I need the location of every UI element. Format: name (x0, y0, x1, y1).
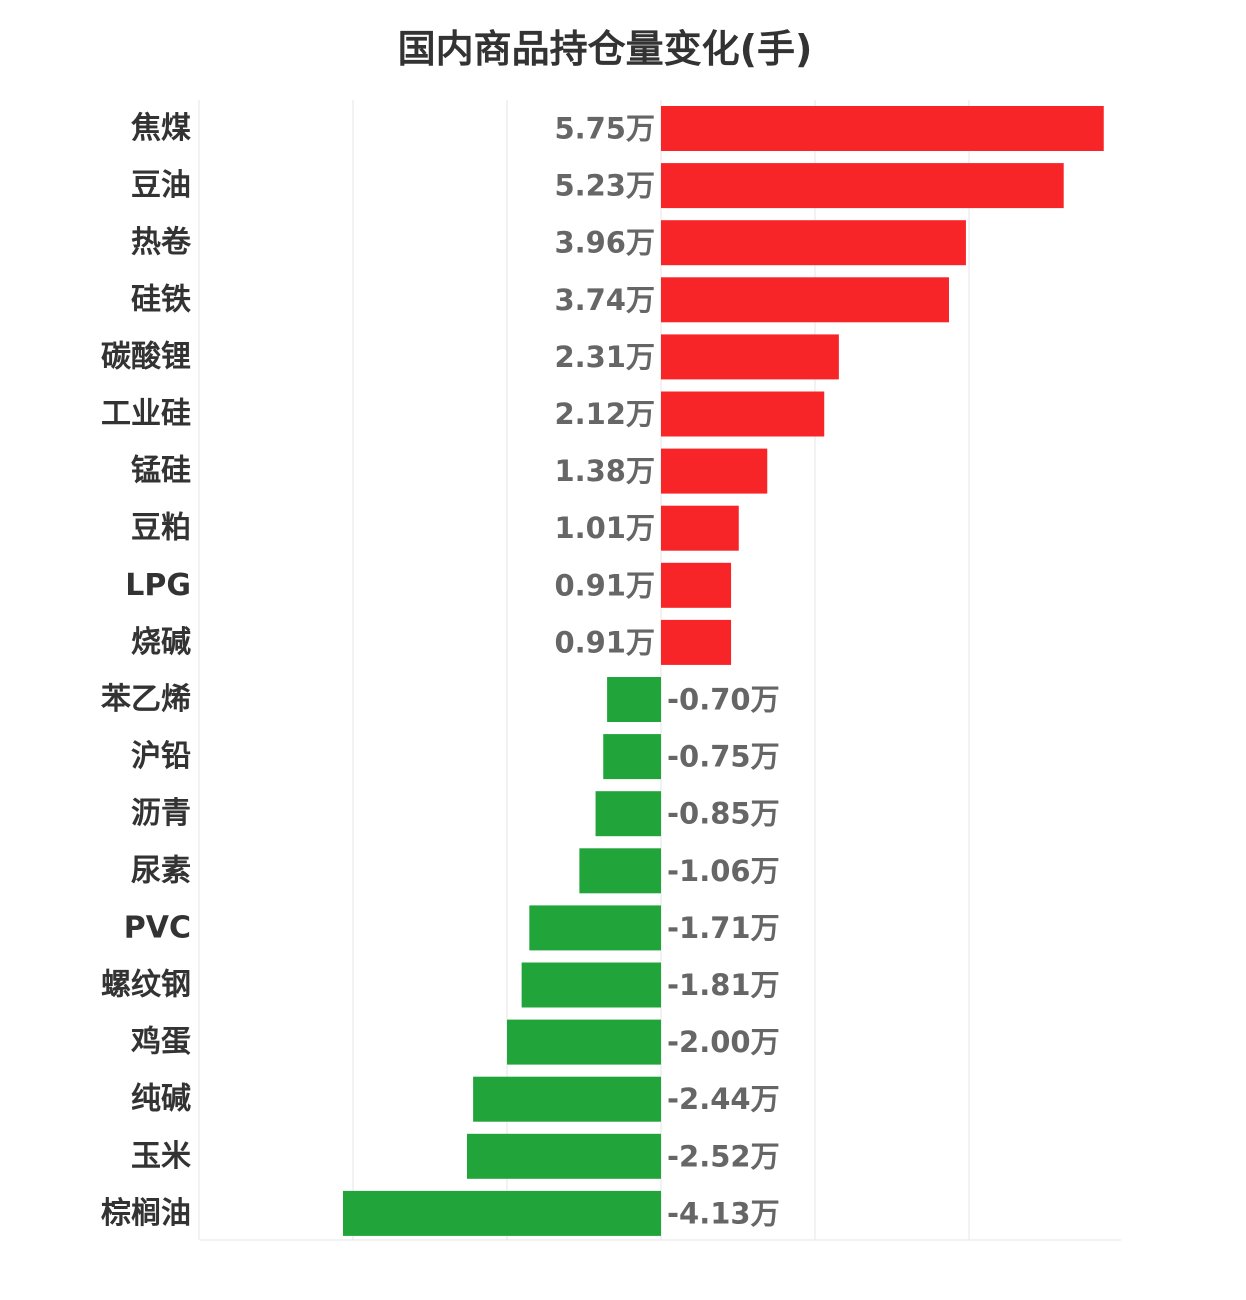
category-label: 豆粕 (131, 511, 191, 546)
value-label: 5.23万 (554, 169, 655, 203)
category-label: 棕榈油 (101, 1196, 191, 1231)
value-label: -1.06万 (667, 854, 780, 888)
bar (466, 1133, 661, 1179)
value-label: -0.70万 (667, 683, 780, 717)
grid-layer (198, 100, 1121, 1241)
bar (603, 734, 661, 780)
category-label: 沥青 (131, 796, 191, 831)
bar (661, 562, 732, 608)
value-label: 1.38万 (554, 454, 655, 488)
category-label: 苯乙烯 (101, 682, 191, 717)
value-label: -4.13万 (667, 1196, 780, 1230)
bar (579, 848, 661, 894)
bar (607, 677, 661, 722)
bar (521, 962, 661, 1008)
bar (507, 1019, 661, 1065)
category-label: PVC (124, 910, 191, 945)
bar (661, 163, 1064, 209)
value-label: -2.52万 (667, 1139, 780, 1173)
category-label: 玉米 (131, 1139, 191, 1174)
value-label: -2.00万 (667, 1025, 780, 1059)
bar (342, 1190, 661, 1236)
bar (661, 106, 1104, 151)
bar (661, 220, 966, 266)
category-label: 尿素 (131, 853, 191, 888)
category-label: 豆油 (131, 168, 191, 203)
category-label: 纯碱 (131, 1082, 191, 1117)
category-label: 碳酸锂 (101, 339, 191, 374)
value-label: 3.96万 (554, 226, 655, 260)
value-label: 0.91万 (554, 625, 655, 659)
bar (661, 505, 739, 551)
bar (529, 905, 661, 951)
value-label: -2.44万 (667, 1082, 780, 1116)
category-label: 工业硅 (101, 397, 191, 432)
value-label: 2.31万 (554, 340, 655, 374)
category-label: 沪铅 (131, 739, 191, 774)
category-label: 焦煤 (131, 111, 191, 146)
value-label: 2.12万 (554, 397, 655, 431)
value-label: -1.71万 (667, 911, 780, 945)
chart-title: 国内商品持仓量变化(手) (397, 27, 813, 71)
bar-layer (342, 106, 1104, 1236)
value-label: -1.81万 (667, 968, 780, 1002)
bar (661, 448, 768, 494)
bar (473, 1076, 661, 1122)
category-label: 鸡蛋 (131, 1025, 191, 1060)
bar (661, 619, 732, 665)
category-label: 热卷 (131, 225, 192, 260)
bar (661, 391, 825, 437)
value-label: 1.01万 (554, 511, 655, 545)
bar (661, 334, 839, 380)
category-label: 锰硅 (131, 454, 191, 489)
category-label: 烧碱 (131, 625, 191, 660)
value-label: -0.85万 (667, 797, 780, 831)
category-label: LPG (125, 568, 191, 603)
value-label: 3.74万 (554, 283, 655, 317)
category-label: 硅铁 (131, 282, 191, 317)
category-label: 螺纹钢 (101, 968, 191, 1003)
value-label: 5.75万 (554, 112, 655, 146)
value-label: -0.75万 (667, 740, 780, 774)
value-label: 0.91万 (554, 568, 655, 602)
bar (595, 791, 661, 837)
bar (661, 277, 949, 323)
